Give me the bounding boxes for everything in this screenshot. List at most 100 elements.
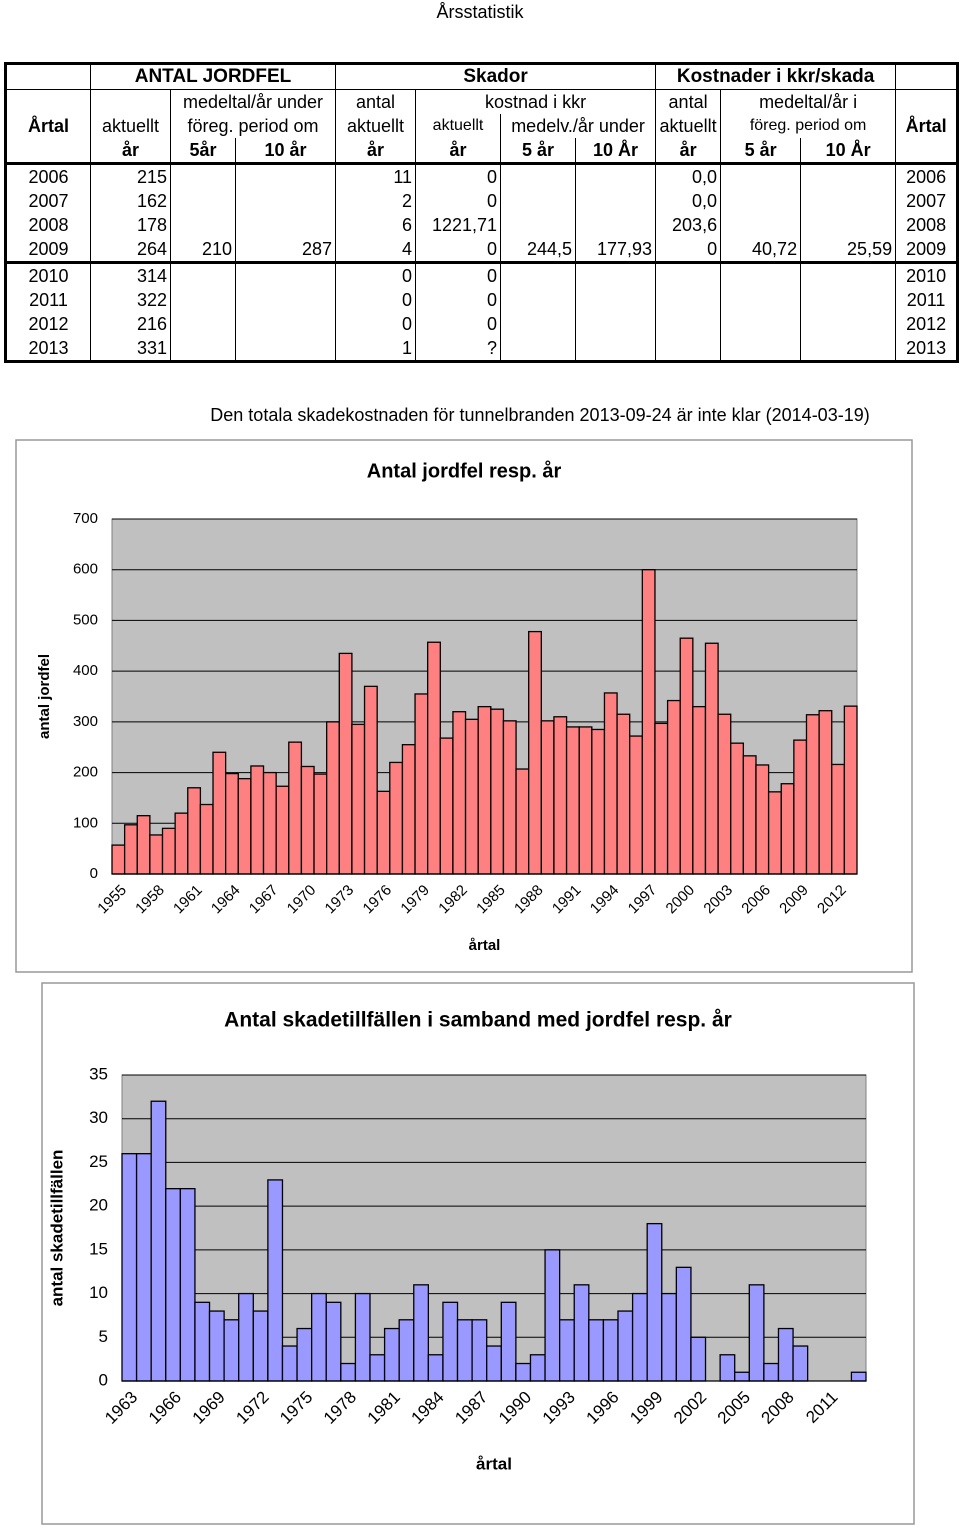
- bar: [351, 723, 366, 875]
- table-cell: [720, 261, 802, 288]
- table-cell: ?: [415, 336, 502, 362]
- page-title: Årsstatistik: [436, 2, 524, 22]
- table-cell: 2009: [5, 237, 91, 263]
- table-cell: 6: [335, 213, 417, 237]
- table-cell: 10 år: [234, 138, 337, 165]
- header-row: medeltal/år under antal kostnad i kkr antal…: [5, 89, 959, 114]
- bar: [502, 720, 517, 875]
- bar: [161, 827, 176, 875]
- table-cell: 244,5: [500, 237, 577, 263]
- data-row: 2011 322 0 0 2011: [5, 288, 959, 312]
- bar: [704, 642, 719, 875]
- bar: [313, 773, 328, 875]
- table-cell: aktuellt: [415, 114, 502, 138]
- table-cell: 0: [335, 261, 417, 288]
- y-tick-label: 5: [99, 1327, 108, 1346]
- table-cell: 2011: [5, 288, 91, 312]
- table-cell: [234, 261, 337, 288]
- note: Den totala skadekostnaden för tunnelbran…: [210, 405, 870, 425]
- y-tick-label: 0: [90, 865, 98, 882]
- y-tick-label: 35: [89, 1064, 108, 1083]
- table-cell: [234, 336, 337, 362]
- bar: [179, 1188, 196, 1382]
- bar: [363, 685, 378, 875]
- bar: [471, 1319, 488, 1382]
- table-cell: 0: [335, 312, 417, 336]
- table-cell: [170, 336, 236, 362]
- bar: [646, 1222, 663, 1382]
- bar: [369, 1354, 386, 1382]
- table-cell: 2013: [5, 336, 91, 362]
- y-axis-label: antal jordfel: [36, 654, 53, 739]
- bar: [123, 824, 138, 875]
- table-cell: 2012: [5, 312, 91, 336]
- table-cell: 322: [90, 288, 171, 312]
- bar: [288, 741, 303, 875]
- table-cell: [234, 189, 337, 213]
- bar: [325, 1301, 342, 1382]
- bar: [529, 1354, 546, 1382]
- table-cell: 2010: [895, 261, 959, 288]
- table-cell: 10 År: [800, 138, 897, 165]
- chart-title: Antal skadetillfällen i samband med jord…: [224, 1009, 732, 1032]
- table-cell: ANTAL JORDFEL: [89, 63, 337, 90]
- table-cell: 216: [90, 312, 171, 336]
- bar: [591, 728, 606, 875]
- bar: [515, 1362, 532, 1382]
- table-cell: 4: [335, 237, 417, 263]
- bar: [383, 1327, 400, 1382]
- table-cell: 314: [90, 261, 171, 288]
- bar: [578, 726, 593, 875]
- bar: [719, 1354, 736, 1382]
- bar: [793, 739, 808, 875]
- table-cell: [655, 288, 722, 312]
- data-row: 2006 215 11 0 0,0 2006: [5, 163, 959, 189]
- y-tick-label: 15: [89, 1239, 108, 1258]
- bar: [111, 844, 126, 875]
- table-cell: 331: [90, 336, 171, 362]
- table-cell: 2: [335, 189, 417, 213]
- bar: [149, 834, 164, 875]
- bar: [427, 641, 441, 875]
- table-cell: 2006: [895, 163, 959, 189]
- table-cell: [720, 312, 802, 336]
- table-cell: 2006: [5, 163, 91, 189]
- bar: [629, 735, 643, 875]
- table-cell: 2013: [895, 336, 959, 362]
- table-cell: år: [415, 138, 502, 165]
- bar: [850, 1371, 867, 1382]
- table-cell: 264: [90, 237, 171, 263]
- table-cell: Skador: [335, 63, 657, 90]
- table-cell: [170, 288, 236, 312]
- bar: [224, 772, 239, 875]
- bar: [275, 785, 290, 875]
- bar: [690, 1336, 707, 1382]
- bar: [401, 744, 416, 875]
- table-cell: 0: [655, 237, 722, 263]
- table-cell: [575, 189, 657, 213]
- table-cell: 2007: [5, 189, 91, 213]
- table-cell: [500, 189, 577, 213]
- table-cell: [500, 213, 577, 237]
- bar: [617, 1310, 634, 1382]
- bar: [777, 1327, 794, 1382]
- table-cell: 10 År: [575, 138, 657, 165]
- table-cell: föreg. period om: [169, 114, 337, 138]
- bar: [831, 763, 846, 875]
- y-tick-label: 0: [99, 1370, 108, 1389]
- bar: [588, 1319, 605, 1382]
- bar: [717, 713, 732, 875]
- y-tick-label: 300: [73, 713, 98, 730]
- table-cell: medeltal/år under: [169, 89, 337, 114]
- bar: [340, 1362, 357, 1382]
- table-cell: [500, 312, 577, 336]
- bar: [763, 1362, 780, 1382]
- bar: [490, 708, 505, 875]
- header-row: Årtal aktuellt föreg. period om aktuellt akt…: [5, 114, 959, 138]
- bar: [464, 718, 479, 875]
- y-tick-label: 400: [73, 662, 98, 679]
- table-cell: medelv./år under: [500, 114, 657, 138]
- bar: [692, 705, 707, 875]
- bar: [616, 713, 631, 875]
